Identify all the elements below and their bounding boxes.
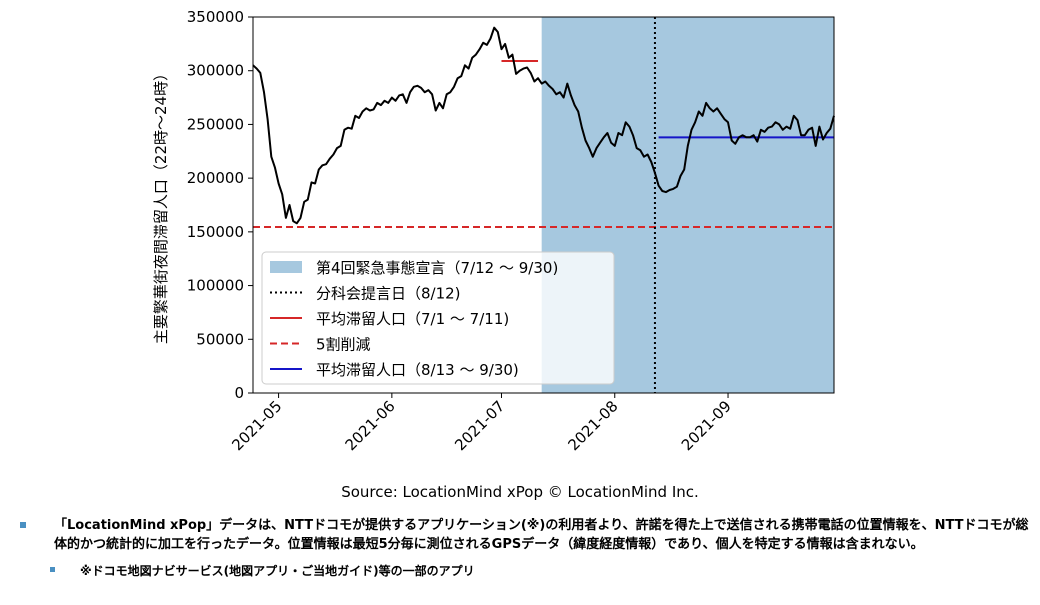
y-tick-label: 0 (234, 384, 244, 402)
note-subtext: ※ドコモ地図ナビサービス(地図アプリ・ご当地ガイド)等の一部のアプリ (80, 564, 475, 578)
y-axis-label: 主要繁華街夜間滞留人口（22時〜24時） (152, 66, 170, 344)
bullet-icon (50, 567, 55, 572)
legend-label: 5割削減 (316, 336, 371, 354)
y-tick-label: 100000 (187, 277, 244, 295)
source-caption: Source: LocationMind xPop © LocationMind… (341, 483, 699, 501)
legend-label: 平均滞留人口（8/13 〜 9/30) (316, 361, 519, 379)
plot-frame (252, 16, 835, 394)
legend-label: 第4回緊急事態宣言（7/12 〜 9/30) (316, 259, 558, 277)
y-tick-label: 50000 (196, 330, 244, 348)
x-tick-label: 2021-06 (342, 397, 399, 454)
y-tick-label: 350000 (187, 8, 244, 26)
series-line-0 (252, 26, 835, 225)
y-tick-label: 150000 (187, 223, 244, 241)
note-item: 「LocationMind xPop」データは、NTTドコモが提供するアプリケー… (14, 516, 1029, 554)
legend-box (261, 251, 615, 385)
legend-label: 分科会提言日（8/12) (316, 285, 461, 303)
note-text: 「LocationMind xPop」データは、NTTドコモが提供するアプリケー… (54, 518, 1029, 552)
y-tick-label: 300000 (187, 62, 244, 80)
note-subitem: ※ドコモ地図ナビサービス(地図アプリ・ご当地ガイド)等の一部のアプリ (14, 562, 1029, 581)
line-chart: 0 50000 100000 150000 200000 250000 300000 3500… (152, 8, 835, 454)
y-tick-label: 250000 (187, 115, 244, 133)
x-tick-label: 2021-07 (451, 397, 508, 454)
notes: 「LocationMind xPop」データは、NTTドコモが提供するアプリケー… (14, 516, 1029, 581)
bullet-icon (20, 522, 26, 528)
y-tick-label: 200000 (187, 169, 244, 187)
x-tick-label: 2021-08 (565, 397, 622, 454)
legend-swatch (270, 261, 302, 273)
x-tick-label: 2021-09 (678, 397, 735, 454)
legend-label: 平均滞留人口（7/1 〜 7/11) (316, 310, 509, 328)
x-tick-label: 2021-05 (228, 397, 285, 454)
